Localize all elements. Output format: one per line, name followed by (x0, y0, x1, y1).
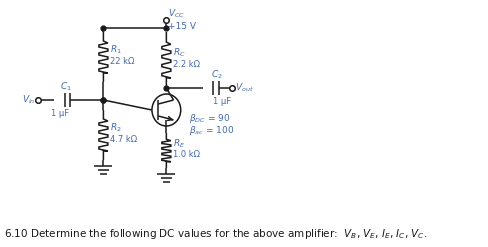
Text: $R_2$: $R_2$ (110, 122, 122, 134)
Text: $V_{in}$: $V_{in}$ (21, 94, 35, 106)
Text: 1 μF: 1 μF (213, 97, 231, 105)
Text: 1.0 kΩ: 1.0 kΩ (173, 150, 200, 159)
Text: $C_1$: $C_1$ (60, 81, 72, 93)
Text: $R_1$: $R_1$ (110, 44, 122, 56)
Text: $C_2$: $C_2$ (211, 69, 223, 81)
Text: $\beta_{DC}$ = 90: $\beta_{DC}$ = 90 (189, 111, 230, 124)
Text: 22 kΩ: 22 kΩ (110, 57, 134, 65)
Text: 2.2 kΩ: 2.2 kΩ (173, 60, 200, 68)
Text: +15 V: +15 V (168, 22, 196, 31)
Text: $V_{CC}$: $V_{CC}$ (168, 8, 185, 21)
Text: 6.10 Determine the following DC values for the above amplifier:  $V_B$, $V_E$, $: 6.10 Determine the following DC values f… (4, 227, 428, 241)
Text: $V_{out}$: $V_{out}$ (235, 82, 253, 94)
Text: 4.7 kΩ: 4.7 kΩ (110, 135, 137, 144)
Text: $\beta_{ac}$ = 100: $\beta_{ac}$ = 100 (189, 124, 234, 137)
Text: $R_C$: $R_C$ (173, 47, 185, 59)
Text: 1 μF: 1 μF (51, 108, 69, 118)
Text: $R_E$: $R_E$ (173, 137, 185, 150)
